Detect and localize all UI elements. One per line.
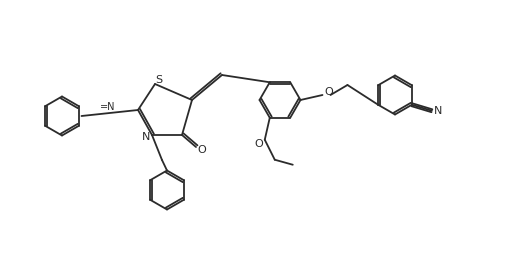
Text: O: O [324, 87, 333, 97]
Text: =N: =N [100, 102, 115, 112]
Text: N: N [434, 106, 442, 116]
Text: O: O [198, 145, 207, 155]
Text: O: O [255, 139, 263, 149]
Text: S: S [155, 75, 162, 85]
Text: N: N [142, 132, 150, 142]
